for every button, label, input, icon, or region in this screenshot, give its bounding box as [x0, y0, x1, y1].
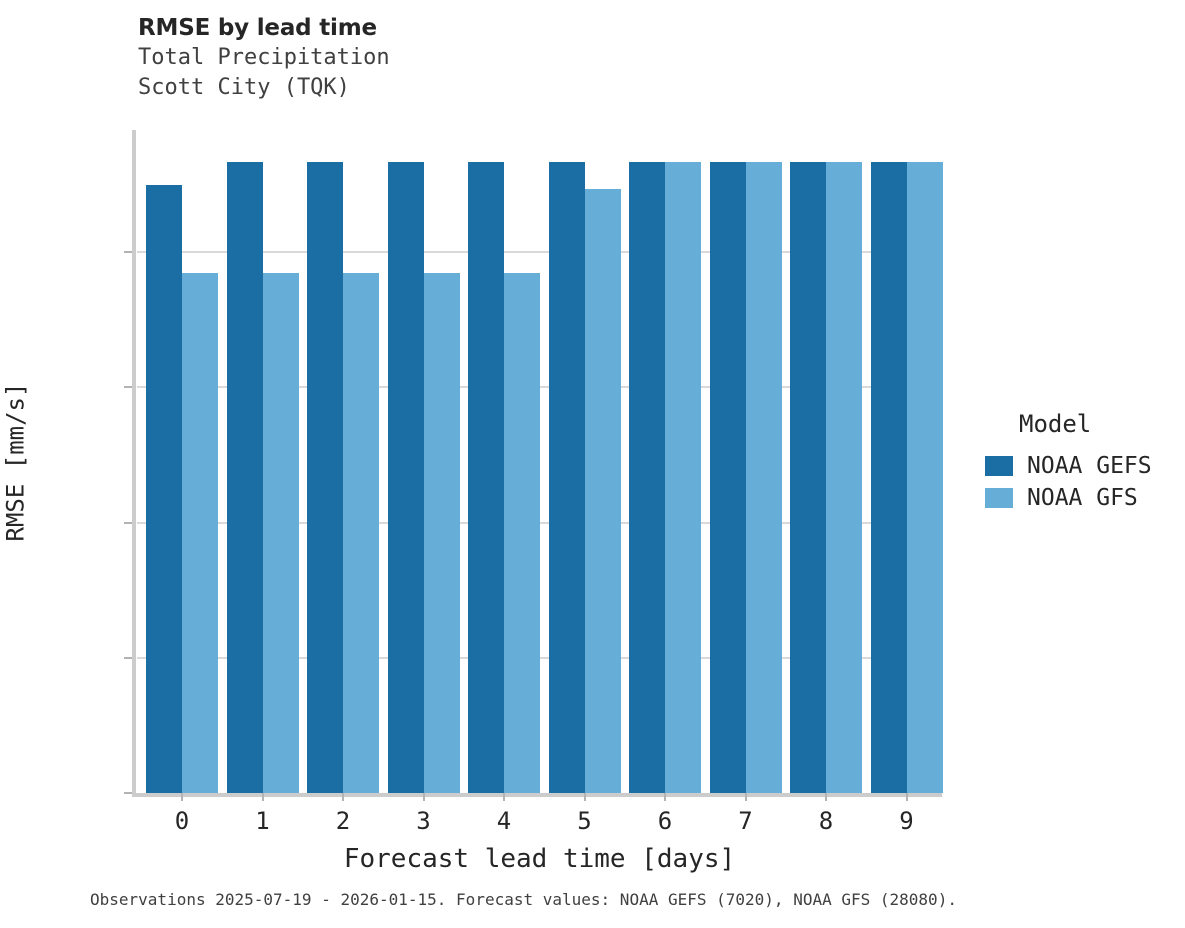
x-axis-tick — [422, 793, 425, 801]
x-axis-tick-label: 4 — [496, 807, 512, 835]
x-axis-tick-label: 2 — [335, 807, 351, 835]
bar-noaa-gfs-lead-4[interactable] — [504, 272, 540, 793]
x-axis-tick — [905, 793, 908, 801]
x-axis-tick — [664, 793, 666, 801]
bar-noaa-gfs-lead-8[interactable] — [826, 161, 862, 793]
x-axis-tick — [583, 793, 586, 801]
footer-annotation: Observations 2025-07-19 - 2026-01-15. Fo… — [90, 890, 957, 909]
y-axis-spine — [132, 130, 136, 795]
x-axis-tick — [181, 793, 183, 801]
bar-noaa-gefs-lead-7[interactable] — [709, 161, 746, 793]
legend-title: Model — [1019, 410, 1092, 438]
y-axis-tick — [124, 656, 132, 659]
page-title: RMSE by lead time — [138, 15, 377, 41]
bar-noaa-gfs-lead-1[interactable] — [262, 272, 299, 793]
y-axis-tick — [124, 251, 132, 254]
bar-noaa-gefs-lead-2[interactable] — [307, 161, 343, 793]
bar-noaa-gefs-lead-3[interactable] — [387, 161, 424, 793]
y-axis-tick — [124, 386, 132, 389]
x-axis-tick — [342, 793, 344, 801]
chart-subtitle-station: Scott City (TQK) — [138, 75, 350, 100]
x-axis-tick — [261, 793, 264, 801]
bar-noaa-gfs-lead-5[interactable] — [584, 188, 621, 793]
x-axis-tick-label: 6 — [657, 807, 673, 835]
x-axis-tick — [503, 793, 505, 801]
bar-noaa-gefs-lead-5[interactable] — [548, 161, 585, 793]
legend-label: NOAA GFS — [1027, 485, 1138, 511]
legend-item-noaa-gfs[interactable]: NOAA GFS — [985, 482, 1152, 514]
x-axis-tick-label: 1 — [255, 807, 270, 835]
plot-inner — [137, 132, 943, 793]
bar-noaa-gefs-lead-1[interactable] — [226, 161, 263, 793]
x-axis-tick-label: 0 — [174, 807, 190, 835]
bar-noaa-gfs-lead-3[interactable] — [423, 272, 460, 793]
title-block: RMSE by lead time Total Precipitation Sc… — [138, 14, 938, 103]
x-axis-tick — [825, 793, 827, 801]
x-axis-tick-label: 8 — [818, 807, 834, 835]
x-axis-tick-label: 3 — [416, 807, 431, 835]
bar-noaa-gefs-lead-0[interactable] — [146, 184, 182, 793]
y-axis-title: RMSE [mm/s] — [1, 382, 30, 542]
bar-noaa-gfs-lead-7[interactable] — [745, 161, 782, 793]
x-axis-tick-label: 7 — [738, 807, 753, 835]
bar-noaa-gefs-lead-4[interactable] — [468, 161, 504, 793]
bar-noaa-gfs-lead-0[interactable] — [182, 272, 218, 793]
x-axis-spine — [132, 793, 942, 797]
legend-label: NOAA GEFS — [1027, 453, 1152, 479]
legend-swatch-icon — [985, 456, 1013, 476]
plot-area: 0.000.010.020.030.040123456789 — [124, 130, 943, 834]
x-axis-tick-label: 5 — [577, 807, 592, 835]
x-axis-tick — [744, 793, 747, 801]
gridline — [137, 251, 942, 254]
bar-noaa-gefs-lead-9[interactable] — [870, 161, 907, 793]
bar-noaa-gfs-lead-9[interactable] — [906, 161, 943, 793]
legend-rows: NOAA GEFS NOAA GFS — [985, 450, 1152, 514]
chart-subtitle-variable: Total Precipitation — [138, 45, 390, 70]
bar-noaa-gfs-lead-6[interactable] — [665, 161, 701, 793]
y-axis-tick — [124, 521, 132, 524]
legend-item-noaa-gefs[interactable]: NOAA GEFS — [985, 450, 1152, 482]
bar-noaa-gfs-lead-2[interactable] — [343, 272, 379, 793]
x-axis-tick-label: 9 — [899, 807, 914, 835]
legend-swatch-icon — [985, 488, 1013, 508]
bar-noaa-gefs-lead-8[interactable] — [790, 161, 826, 793]
legend: Model NOAA GEFS NOAA GFS — [985, 410, 1152, 514]
x-axis-title: Forecast lead time [days] — [343, 844, 736, 874]
y-axis-tick — [124, 792, 132, 794]
bar-noaa-gefs-lead-6[interactable] — [629, 161, 665, 793]
